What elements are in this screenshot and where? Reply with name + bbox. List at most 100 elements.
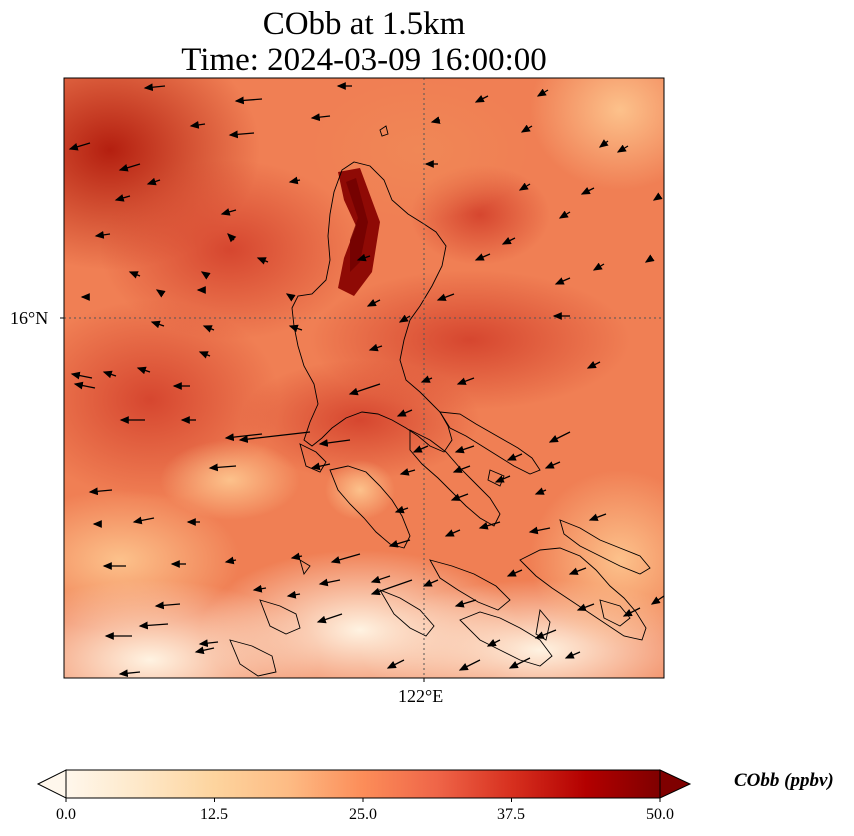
wind-arrow	[474, 253, 491, 261]
wind-arrow	[348, 383, 381, 396]
wind-arrow	[227, 233, 237, 243]
map-title-variable: CObb at 1.5km	[262, 6, 466, 42]
wind-arrow	[146, 177, 161, 186]
wind-arrow	[564, 651, 581, 659]
wind-arrow	[143, 83, 166, 92]
colorbar-tick-label: 0.0	[56, 806, 76, 823]
wind-arrow	[256, 257, 269, 265]
wind-arrow	[310, 113, 331, 122]
wind-arrow	[136, 366, 151, 375]
wind-arrow	[286, 590, 301, 599]
wind-arrow	[128, 271, 141, 279]
wind-arrow	[68, 142, 91, 151]
longitude-tick-label: 122°E	[398, 686, 444, 706]
wind-arrow	[478, 521, 501, 530]
wind-arrow	[494, 475, 511, 483]
latitude-tick-label: 16°N	[10, 308, 49, 328]
wind-arrow	[554, 277, 571, 285]
wind-arrow	[318, 578, 341, 587]
wind-arrow	[208, 463, 237, 472]
wind-arrow	[506, 569, 523, 577]
wind-arrow	[189, 121, 206, 129]
wind-arrow	[520, 124, 533, 133]
wind-arrow	[474, 95, 489, 103]
wind-arrow	[220, 208, 237, 216]
wind-arrow	[154, 601, 181, 610]
wind-arrow	[150, 320, 165, 329]
wind-arrow	[310, 462, 331, 471]
wind-arrow	[224, 556, 237, 565]
wind-arrow	[396, 409, 413, 417]
map-frame	[63, 77, 665, 679]
wind-arrow	[238, 431, 311, 443]
colorbar-gradient	[66, 770, 660, 798]
wind-arrow	[436, 293, 455, 301]
wind-arrow	[458, 659, 481, 671]
wind-arrow	[576, 603, 595, 611]
colorbar-max-extend	[659, 769, 692, 799]
wind-arrow	[198, 639, 219, 648]
wind-arrow	[194, 646, 215, 655]
wind-arrow	[508, 657, 531, 669]
wind-arrow	[450, 493, 469, 501]
wind-arrow	[394, 505, 409, 514]
colorbar-tick-label: 50.0	[646, 806, 674, 823]
wind-arrow	[444, 529, 461, 537]
wind-arrow	[285, 293, 296, 302]
wind-arrow	[70, 371, 93, 380]
wind-arrow	[386, 659, 405, 669]
wind-arrow	[622, 607, 641, 617]
wind-arrow	[288, 324, 303, 333]
wind-arrow	[528, 526, 551, 535]
wind-arrow	[88, 487, 113, 496]
wind-arrow	[422, 579, 439, 587]
wind-arrow	[202, 325, 215, 333]
colorbar-min-extend	[36, 769, 67, 799]
wind-arrow	[644, 254, 655, 263]
colorbar-tick-label: 12.5	[200, 806, 228, 823]
wind-arrow	[399, 468, 416, 476]
wind-arrow	[650, 595, 664, 605]
wind-arrow	[102, 370, 117, 379]
wind-arrow	[94, 231, 111, 239]
wind-arrow	[456, 377, 475, 385]
wind-arrow	[290, 552, 303, 561]
wind-arrow	[252, 584, 267, 593]
wind-arrow	[616, 144, 629, 153]
coastlines	[229, 125, 651, 677]
wind-arrow	[568, 567, 587, 575]
wind-arrow	[370, 579, 413, 596]
wind-arrow	[198, 351, 211, 359]
wind-arrow	[454, 599, 477, 608]
map-title-time: Time: 2024-03-09 16:00:00	[181, 42, 547, 78]
wind-arrow	[228, 130, 255, 139]
wind-arrow	[518, 182, 531, 191]
wind-arrow	[118, 163, 141, 172]
wind-arrow	[114, 194, 131, 202]
wind-arrow	[534, 487, 547, 495]
wind-arrow	[420, 375, 433, 383]
wind-arrow	[73, 381, 96, 390]
wind-arrow	[558, 210, 571, 219]
wind-arrow	[234, 96, 263, 105]
wind-arrow	[132, 516, 155, 525]
wind-arrow	[366, 299, 381, 307]
wind-arrow	[388, 539, 411, 548]
wind-arrow	[368, 343, 383, 352]
wind-arrow	[501, 237, 516, 245]
wind-arrow	[200, 271, 211, 280]
wind-vectors	[68, 82, 664, 678]
colorbar-tick-label: 25.0	[349, 806, 377, 823]
wind-arrow	[588, 513, 607, 521]
wind-arrow	[356, 253, 371, 262]
wind-arrow	[330, 553, 361, 564]
wind-arrow	[580, 187, 595, 195]
wind-arrow	[316, 613, 343, 624]
wind-arrow	[652, 192, 663, 201]
wind-arrow	[486, 639, 501, 647]
colorbar	[36, 769, 692, 802]
wind-arrow	[288, 176, 301, 185]
wind-arrow	[118, 669, 141, 678]
wind-arrow	[548, 431, 571, 443]
colorbar-tick-label: 37.5	[497, 806, 525, 823]
